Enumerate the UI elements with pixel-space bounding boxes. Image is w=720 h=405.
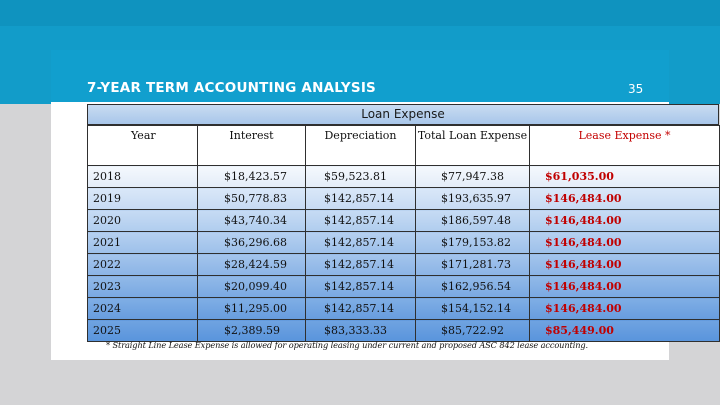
cell-lease-expense: $61,035.00 [529, 165, 720, 188]
cell-year: 2024 [87, 297, 198, 320]
slide-title: 7-YEAR TERM ACCOUNTING ANALYSIS [87, 80, 376, 96]
cell-year: 2023 [87, 275, 198, 298]
table-header-row: Year Interest Depreciation Total Loan Ex… [87, 125, 720, 166]
cell-depreciation: $142,857.14 [305, 209, 416, 232]
cell-total-loan-expense: $179,153.82 [415, 231, 530, 254]
cell-depreciation: $59,523.81 [305, 165, 416, 188]
cell-total-loan-expense: $154,152.14 [415, 297, 530, 320]
cell-interest: $43,740.34 [197, 209, 306, 232]
page-number: 35 [628, 82, 644, 96]
cell-interest: $2,389.59 [197, 319, 306, 342]
cell-year: 2025 [87, 319, 198, 342]
cell-lease-expense: $146,484.00 [529, 231, 720, 254]
table-row: 2023 $20,099.40 $142,857.14 $162,956.54 … [87, 275, 720, 298]
cell-interest: $50,778.83 [197, 187, 306, 210]
cell-depreciation: $142,857.14 [305, 275, 416, 298]
table-row: 2024 $11,295.00 $142,857.14 $154,152.14 … [87, 297, 720, 320]
cell-interest: $11,295.00 [197, 297, 306, 320]
cell-lease-expense: $146,484.00 [529, 209, 720, 232]
cell-year: 2020 [87, 209, 198, 232]
table-row: 2018 $18,423.57 $59,523.81 $77,947.38 $6… [87, 165, 720, 188]
cell-total-loan-expense: $85,722.92 [415, 319, 530, 342]
cell-total-loan-expense: $171,281.73 [415, 253, 530, 276]
cell-depreciation: $83,333.33 [305, 319, 416, 342]
column-header-interest: Interest [197, 125, 306, 166]
column-header-total-loan-expense: Total Loan Expense [415, 125, 530, 166]
cell-interest: $20,099.40 [197, 275, 306, 298]
table-row: 2020 $43,740.34 $142,857.14 $186,597.48 … [87, 209, 720, 232]
cell-lease-expense: $146,484.00 [529, 253, 720, 276]
title-bar [51, 50, 669, 102]
cell-interest: $36,296.68 [197, 231, 306, 254]
table-row: 2019 $50,778.83 $142,857.14 $193,635.97 … [87, 187, 720, 210]
cell-year: 2018 [87, 165, 198, 188]
cell-year: 2022 [87, 253, 198, 276]
table-row: 2025 $2,389.59 $83,333.33 $85,722.92 $85… [87, 319, 720, 342]
cell-depreciation: $142,857.14 [305, 297, 416, 320]
cell-depreciation: $142,857.14 [305, 187, 416, 210]
cell-year: 2019 [87, 187, 198, 210]
cell-interest: $28,424.59 [197, 253, 306, 276]
cell-interest: $18,423.57 [197, 165, 306, 188]
cell-total-loan-expense: $77,947.38 [415, 165, 530, 188]
table-row: 2022 $28,424.59 $142,857.14 $171,281.73 … [87, 253, 720, 276]
cell-lease-expense: $146,484.00 [529, 297, 720, 320]
accounting-table: Year Interest Depreciation Total Loan Ex… [87, 125, 720, 342]
loan-expense-group-header: Loan Expense [87, 104, 719, 125]
cell-total-loan-expense: $186,597.48 [415, 209, 530, 232]
cell-depreciation: $142,857.14 [305, 231, 416, 254]
cell-total-loan-expense: $193,635.97 [415, 187, 530, 210]
cell-lease-expense: $85,449.00 [529, 319, 720, 342]
cell-lease-expense: $146,484.00 [529, 275, 720, 298]
table-row: 2021 $36,296.68 $142,857.14 $179,153.82 … [87, 231, 720, 254]
column-header-depreciation: Depreciation [305, 125, 416, 166]
column-header-year: Year [87, 125, 198, 166]
column-header-lease-expense: Lease Expense * [529, 125, 720, 166]
cell-year: 2021 [87, 231, 198, 254]
cell-depreciation: $142,857.14 [305, 253, 416, 276]
footnote: * Straight Line Lease Expense is allowed… [106, 340, 589, 350]
cell-lease-expense: $146,484.00 [529, 187, 720, 210]
cell-total-loan-expense: $162,956.54 [415, 275, 530, 298]
